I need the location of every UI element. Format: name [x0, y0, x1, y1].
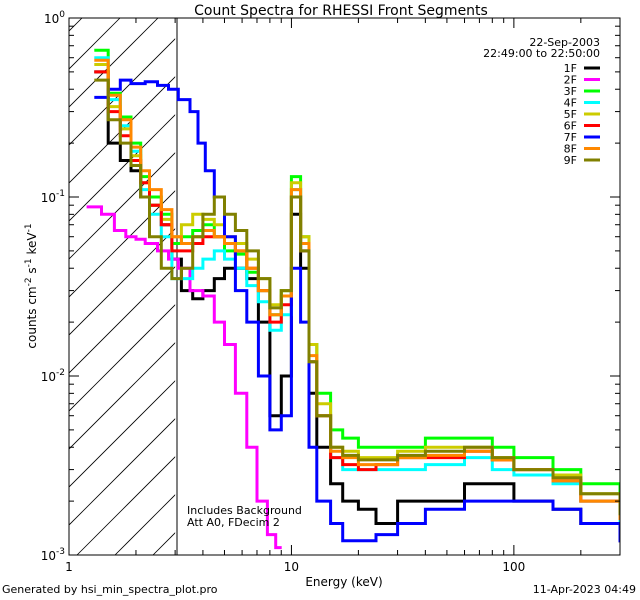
y-tick-label: 10-2 — [41, 368, 65, 384]
series-line-6F — [94, 70, 620, 520]
x-tick-label: 1 — [65, 560, 73, 574]
y-axis-label: counts cm-2 s-1 keV-1 — [24, 223, 39, 348]
chart-title: Count Spectra for RHESSI Front Segments — [194, 3, 488, 19]
x-axis-label: Energy (keV) — [305, 575, 382, 589]
legend-label-7F: 7F — [564, 131, 577, 144]
hatch-line — [343, 18, 640, 555]
series-line-3F — [94, 48, 620, 503]
hatch-line — [69, 228, 176, 336]
hatch-line — [69, 266, 176, 374]
legend-date: 22-Sep-2003 — [529, 36, 600, 49]
y-tick-label: 10-3 — [41, 547, 65, 563]
legend-label-5F: 5F — [564, 108, 577, 121]
hatch-line — [69, 38, 176, 146]
x-tick-label: 100 — [502, 560, 525, 574]
axes-layer: 10 100 1 100 10-1 10-2 10-3 — [41, 10, 621, 574]
series-layer — [86, 48, 620, 550]
hatched-region — [0, 18, 640, 555]
legend-label-9F: 9F — [564, 154, 577, 167]
legend-label-4F: 4F — [564, 97, 577, 110]
hatch-line — [76, 456, 176, 555]
x-tick-label: 10 — [284, 560, 299, 574]
timestamp-text: 11-Apr-2023 04:49 — [532, 583, 636, 596]
generated-by-text: Generated by hsi_min_spectra_plot.pro — [2, 583, 218, 596]
series-line-8F — [94, 58, 620, 520]
legend-time-range: 22:49:00 to 22:50:00 — [483, 47, 600, 60]
hatch-line — [0, 18, 6, 555]
legend-label-8F: 8F — [564, 143, 577, 156]
hatch-line — [69, 114, 176, 222]
plot-frame — [68, 17, 621, 556]
legend-label-3F: 3F — [564, 85, 577, 98]
y-tick-label: 10-1 — [41, 189, 65, 205]
y-tick-label: 100 — [44, 10, 65, 26]
hatch-line — [69, 76, 176, 184]
legend-label-1F: 1F — [564, 62, 577, 75]
hatch-line — [69, 418, 176, 526]
legend-label-2F: 2F — [564, 74, 577, 87]
series-line-9F — [94, 78, 620, 516]
hatch-line — [69, 380, 176, 488]
series-line-4F — [94, 56, 620, 525]
annotation-attenuator: Att A0, FDecim 2 — [187, 516, 280, 529]
legend-label-6F: 6F — [564, 120, 577, 133]
hatch-line — [305, 18, 640, 555]
hatch-line — [267, 18, 640, 555]
annotation-background: Includes Background — [187, 504, 302, 517]
hatch-line — [69, 190, 176, 298]
hatch-line — [381, 18, 640, 555]
series-line-7F — [94, 78, 620, 543]
series-line-5F — [94, 63, 620, 511]
hatch-line — [69, 18, 83, 32]
